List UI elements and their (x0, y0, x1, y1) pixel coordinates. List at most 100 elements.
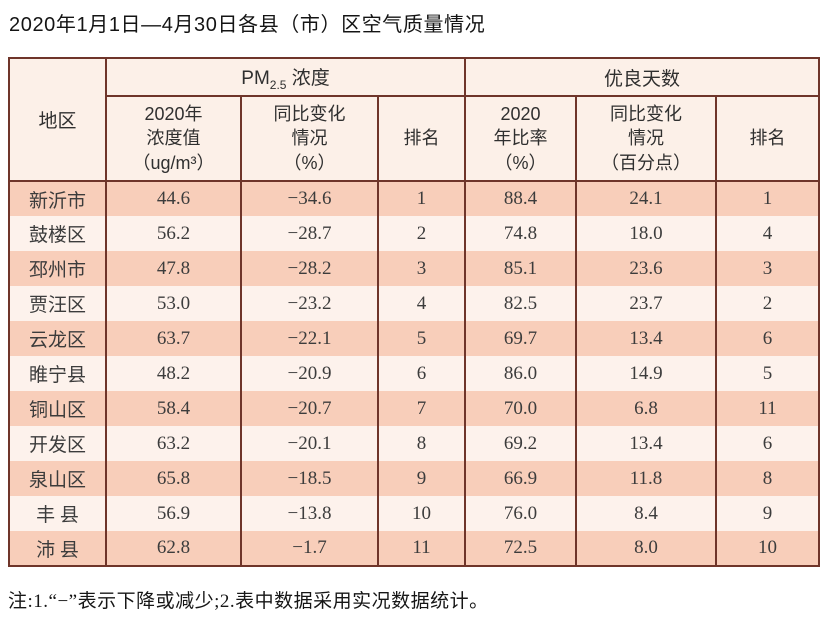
table-row: 鼓楼区 56.2 −28.7 2 74.8 18.0 4 (8, 216, 821, 251)
cell-good-rate: 86.0 (464, 356, 578, 391)
good-change-line2: 情况 (628, 128, 665, 149)
cell-pm-value: 58.4 (105, 391, 242, 426)
cell-pm-change: −28.7 (240, 216, 379, 251)
cell-pm-rank: 8 (376, 426, 467, 461)
table-header: 地区 PM2.5 浓度 优良天数 2020年 浓度值 （ug/m³） 同比变化 … (8, 57, 821, 182)
cell-good-change: 23.7 (575, 286, 718, 321)
cell-pm-rank: 2 (376, 216, 467, 251)
col-group-pm25: PM2.5 浓度 (104, 57, 467, 97)
cell-good-rank: 1 (715, 181, 821, 216)
col-header-pm-change: 同比变化 情况 （%） (240, 95, 379, 182)
good-rate-line3: （%） (494, 152, 547, 173)
cell-good-change: 11.8 (575, 461, 718, 496)
cell-good-rank: 10 (715, 531, 821, 566)
cell-good-change: 8.4 (575, 496, 718, 531)
cell-good-rank: 2 (715, 286, 821, 321)
col-header-region: 地区 (8, 57, 107, 182)
cell-region: 新沂市 (8, 181, 107, 216)
cell-pm-change: −1.7 (240, 531, 379, 566)
pm-change-line2: 情况 (291, 128, 328, 149)
cell-good-rate: 69.7 (464, 321, 578, 356)
table-row: 邳州市 47.8 −28.2 3 85.1 23.6 3 (8, 251, 821, 286)
cell-pm-rank: 9 (376, 461, 467, 496)
cell-pm-rank: 7 (376, 391, 467, 426)
cell-pm-rank: 5 (376, 321, 467, 356)
table-row: 新沂市 44.6 −34.6 1 88.4 24.1 1 (8, 181, 821, 216)
cell-good-change: 6.8 (575, 391, 718, 426)
cell-good-rate: 82.5 (464, 286, 578, 321)
cell-pm-value: 53.0 (105, 286, 242, 321)
cell-region: 丰 县 (8, 496, 107, 531)
table-row: 沛 县 62.8 −1.7 11 72.5 8.0 10 (8, 531, 821, 566)
good-rate-line2: 年比率 (493, 128, 548, 149)
cell-good-change: 24.1 (575, 181, 718, 216)
page-title: 2020年1月1日—4月30日各县（市）区空气质量情况 (9, 14, 486, 36)
pm-change-line3: （%） (283, 152, 336, 173)
good-change-line1: 同比变化 (610, 104, 683, 125)
cell-good-rate: 69.2 (464, 426, 578, 461)
pm-value-line3: （ug/m³） (132, 152, 215, 173)
cell-region: 沛 县 (8, 531, 107, 566)
pm-change-line1: 同比变化 (273, 104, 346, 125)
cell-good-change: 23.6 (575, 251, 718, 286)
cell-region: 鼓楼区 (8, 216, 107, 251)
cell-good-rate: 72.5 (464, 531, 578, 566)
col-header-pm-value: 2020年 浓度值 （ug/m³） (105, 95, 242, 182)
col-header-good-rank: 排名 (715, 95, 821, 182)
col-group-good-days: 优良天数 (464, 57, 821, 97)
header-sub-row: 2020年 浓度值 （ug/m³） 同比变化 情况 （%） 排名 2020 年比… (9, 95, 821, 182)
cell-region: 云龙区 (8, 321, 107, 356)
cell-region: 开发区 (8, 426, 107, 461)
cell-good-change: 13.4 (575, 321, 718, 356)
cell-good-rate: 88.4 (464, 181, 578, 216)
col-header-pm-rank: 排名 (376, 95, 467, 182)
col-header-good-rate: 2020 年比率 （%） (464, 95, 578, 182)
cell-pm-value: 62.8 (105, 531, 242, 566)
cell-pm-value: 44.6 (105, 181, 242, 216)
cell-good-rank: 5 (715, 356, 821, 391)
table-row: 铜山区 58.4 −20.7 7 70.0 6.8 11 (8, 391, 821, 426)
cell-good-rank: 6 (715, 321, 821, 356)
pm-value-line2: 浓度值 (146, 128, 201, 149)
cell-pm-rank: 4 (376, 286, 467, 321)
cell-region: 睢宁县 (8, 356, 107, 391)
cell-good-rate: 76.0 (464, 496, 578, 531)
cell-good-rank: 6 (715, 426, 821, 461)
table-row: 睢宁县 48.2 −20.9 6 86.0 14.9 5 (8, 356, 821, 391)
cell-good-rate: 66.9 (464, 461, 578, 496)
cell-pm-value: 63.2 (105, 426, 242, 461)
cell-pm-rank: 6 (376, 356, 467, 391)
table-row: 开发区 63.2 −20.1 8 69.2 13.4 6 (8, 426, 821, 461)
cell-good-change: 14.9 (575, 356, 718, 391)
cell-good-rank: 3 (715, 251, 821, 286)
cell-region: 泉山区 (8, 461, 107, 496)
table-row: 云龙区 63.7 −22.1 5 69.7 13.4 6 (8, 321, 821, 356)
cell-good-rank: 4 (715, 216, 821, 251)
cell-good-change: 8.0 (575, 531, 718, 566)
good-change-line3: （百分点） (601, 152, 692, 173)
cell-good-rank: 9 (715, 496, 821, 531)
footnote: 注:1.“−”表示下降或减少;2.表中数据采用实况数据统计。 (8, 591, 489, 612)
cell-pm-value: 65.8 (105, 461, 242, 496)
cell-pm-change: −28.2 (240, 251, 379, 286)
cell-pm-value: 48.2 (105, 356, 242, 391)
header-group-row: 地区 PM2.5 浓度 优良天数 (8, 57, 821, 182)
cell-pm-rank: 11 (376, 531, 467, 566)
cell-pm-change: −20.1 (240, 426, 379, 461)
cell-pm-change: −23.2 (240, 286, 379, 321)
table-row: 贾汪区 53.0 −23.2 4 82.5 23.7 2 (8, 286, 821, 321)
cell-pm-change: −20.9 (240, 356, 379, 391)
cell-region: 铜山区 (8, 391, 107, 426)
cell-pm-rank: 10 (376, 496, 467, 531)
pm25-label-subscript: 2.5 (269, 77, 287, 92)
table-row: 泉山区 65.8 −18.5 9 66.9 11.8 8 (8, 461, 821, 496)
cell-pm-change: −18.5 (240, 461, 379, 496)
cell-region: 邳州市 (8, 251, 107, 286)
cell-good-rank: 8 (715, 461, 821, 496)
cell-good-rate: 74.8 (464, 216, 578, 251)
cell-pm-value: 63.7 (105, 321, 242, 356)
table-body: 新沂市 44.6 −34.6 1 88.4 24.1 1 鼓楼区 56.2 −28.7 2 74.8 1… (8, 181, 821, 566)
cell-pm-change: −20.7 (240, 391, 379, 426)
cell-pm-change: −34.6 (240, 181, 379, 216)
cell-pm-change: −13.8 (240, 496, 379, 531)
